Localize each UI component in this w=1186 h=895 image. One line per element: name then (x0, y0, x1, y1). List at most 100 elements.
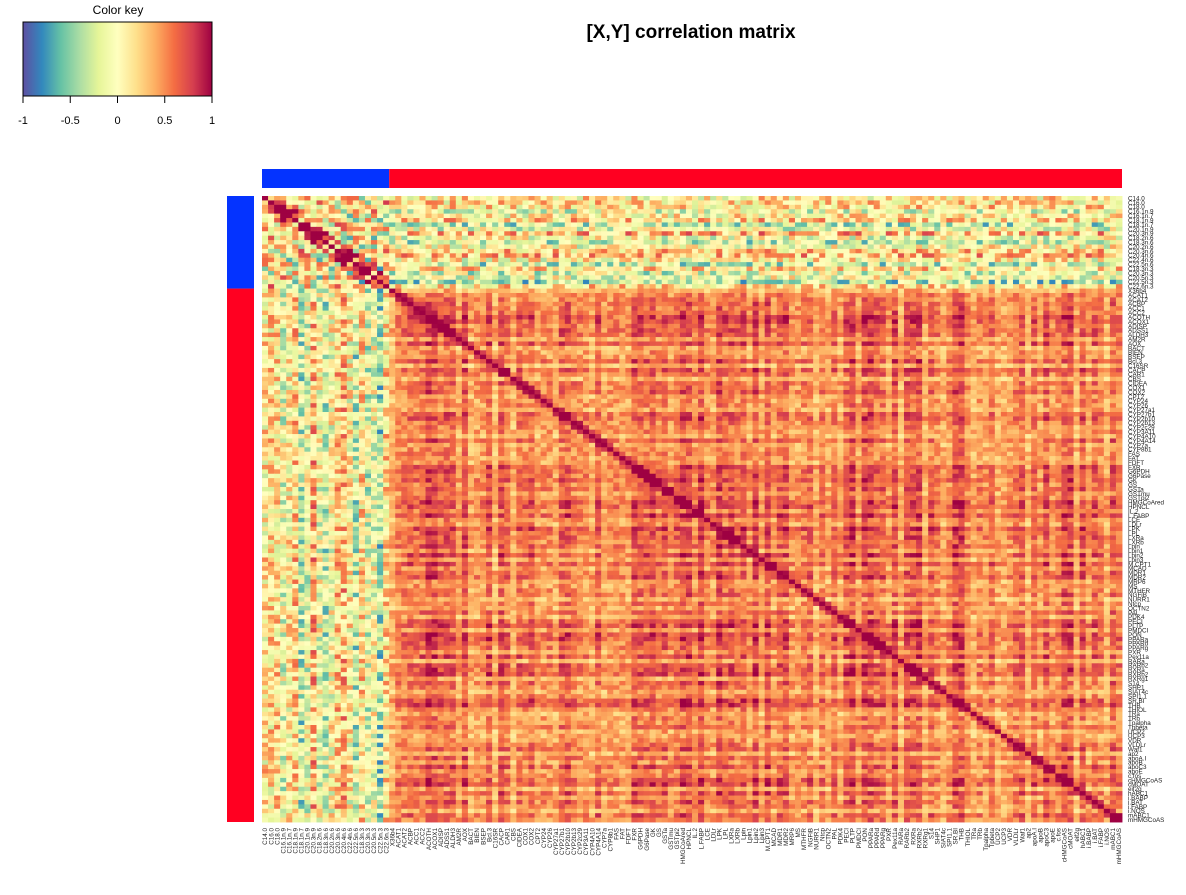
heatmap-cell (922, 218, 929, 223)
heatmap-cell (734, 271, 741, 276)
heatmap-cell (268, 280, 275, 285)
heatmap-cell (674, 284, 681, 289)
heatmap-cell (304, 275, 311, 280)
heatmap-cell (498, 196, 505, 201)
heatmap-cell (801, 275, 808, 280)
heatmap-cell (304, 196, 311, 201)
heatmap-cell (1116, 209, 1123, 214)
heatmap-cell (668, 341, 675, 346)
heatmap-cell (383, 262, 390, 267)
heatmap-cell (922, 333, 929, 338)
heatmap-cell (1007, 319, 1014, 324)
heatmap-cell (753, 231, 760, 236)
heatmap-cell (432, 341, 439, 346)
heatmap-cell (886, 231, 893, 236)
heatmap-cell (1092, 205, 1099, 210)
heatmap-cell (910, 302, 917, 307)
heatmap-cell (1110, 271, 1117, 276)
heatmap-cell (1055, 249, 1062, 254)
heatmap-cell (480, 346, 487, 351)
heatmap-cell (274, 271, 281, 276)
heatmap-cell (795, 244, 802, 249)
heatmap-cell (1116, 262, 1123, 267)
heatmap-cell (983, 333, 990, 338)
heatmap-cell (946, 293, 953, 298)
heatmap-cell (692, 284, 699, 289)
heatmap-cell (504, 306, 511, 311)
heatmap-cell (977, 218, 984, 223)
heatmap-cell (662, 214, 669, 219)
heatmap-cell (916, 324, 923, 329)
heatmap-cell (1080, 196, 1087, 201)
heatmap-cell (825, 337, 832, 342)
heatmap-cell (1086, 218, 1093, 223)
heatmap-cell (522, 209, 529, 214)
heatmap-cell (553, 209, 560, 214)
heatmap-cell (286, 289, 293, 294)
heatmap-cell (716, 214, 723, 219)
heatmap-cell (753, 200, 760, 205)
heatmap-cell (317, 244, 324, 249)
heatmap-cell (535, 297, 542, 302)
heatmap-cell (298, 324, 305, 329)
heatmap-cell (856, 253, 863, 258)
heatmap-cell (522, 293, 529, 298)
heatmap-cell (383, 289, 390, 294)
heatmap-cell (1116, 214, 1123, 219)
heatmap-cell (971, 240, 978, 245)
heatmap-cell (1037, 253, 1044, 258)
heatmap-cell (740, 205, 747, 210)
heatmap-cell (946, 244, 953, 249)
heatmap-cell (946, 271, 953, 276)
heatmap-cell (795, 280, 802, 285)
heatmap-cell (528, 293, 535, 298)
heatmap-cell (704, 209, 711, 214)
heatmap-cell (262, 200, 269, 205)
heatmap-cell (971, 218, 978, 223)
heatmap-cell (280, 244, 287, 249)
heatmap-cell (650, 200, 657, 205)
heatmap-cell (450, 267, 457, 272)
heatmap-cell (928, 244, 935, 249)
heatmap-cell (589, 249, 596, 254)
heatmap-cell (280, 293, 287, 298)
heatmap-cell (329, 249, 336, 254)
heatmap-cell (547, 196, 554, 201)
heatmap-cell (952, 346, 959, 351)
heatmap-cell (680, 328, 687, 333)
heatmap-cell (740, 240, 747, 245)
heatmap-cell (407, 275, 414, 280)
heatmap-cell (753, 280, 760, 285)
heatmap-cell (928, 284, 935, 289)
heatmap-cell (1001, 253, 1008, 258)
heatmap-cell (910, 311, 917, 316)
heatmap-cell (710, 311, 717, 316)
heatmap-cell (1116, 200, 1123, 205)
heatmap-cell (492, 319, 499, 324)
heatmap-cell (1061, 240, 1068, 245)
heatmap-cell (565, 311, 572, 316)
heatmap-cell (304, 337, 311, 342)
heatmap-cell (662, 253, 669, 258)
heatmap-cell (619, 196, 626, 201)
heatmap-cell (965, 271, 972, 276)
heatmap-cell (541, 302, 548, 307)
heatmap-cell (541, 205, 548, 210)
heatmap-cell (1037, 209, 1044, 214)
heatmap-cell (789, 341, 796, 346)
heatmap-cell (329, 284, 336, 289)
heatmap-cell (492, 218, 499, 223)
heatmap-cell (474, 262, 481, 267)
heatmap-cell (958, 328, 965, 333)
heatmap-cell (559, 297, 566, 302)
heatmap-cell (1080, 244, 1087, 249)
heatmap-cell (843, 205, 850, 210)
heatmap-cell (940, 222, 947, 227)
heatmap-cell (831, 289, 838, 294)
heatmap-cell (426, 289, 433, 294)
heatmap-cell (432, 280, 439, 285)
heatmap-cell (607, 284, 614, 289)
heatmap-cell (650, 249, 657, 254)
heatmap-cell (1037, 315, 1044, 320)
heatmap-cell (722, 289, 729, 294)
